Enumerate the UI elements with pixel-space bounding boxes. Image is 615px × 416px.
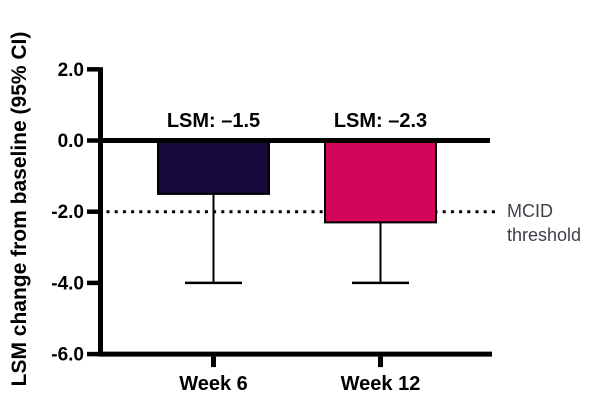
y-tick-label: 2.0 bbox=[58, 60, 84, 81]
bar-week-12 bbox=[324, 139, 437, 224]
y-tick-label: 0.0 bbox=[58, 131, 84, 152]
threshold-label: MCID threshold bbox=[507, 201, 582, 245]
y-tick-label: -6.0 bbox=[51, 345, 84, 366]
lsm-value-label: LSM: –2.3 bbox=[334, 110, 427, 132]
y-tick-label: -2.0 bbox=[51, 202, 84, 223]
x-category-label: Week 12 bbox=[341, 373, 421, 395]
y-tick-label: -4.0 bbox=[51, 273, 84, 294]
lsm-value-label: LSM: –1.5 bbox=[167, 110, 260, 132]
bar-week-6 bbox=[157, 139, 270, 195]
x-category-label: Week 6 bbox=[179, 373, 248, 395]
